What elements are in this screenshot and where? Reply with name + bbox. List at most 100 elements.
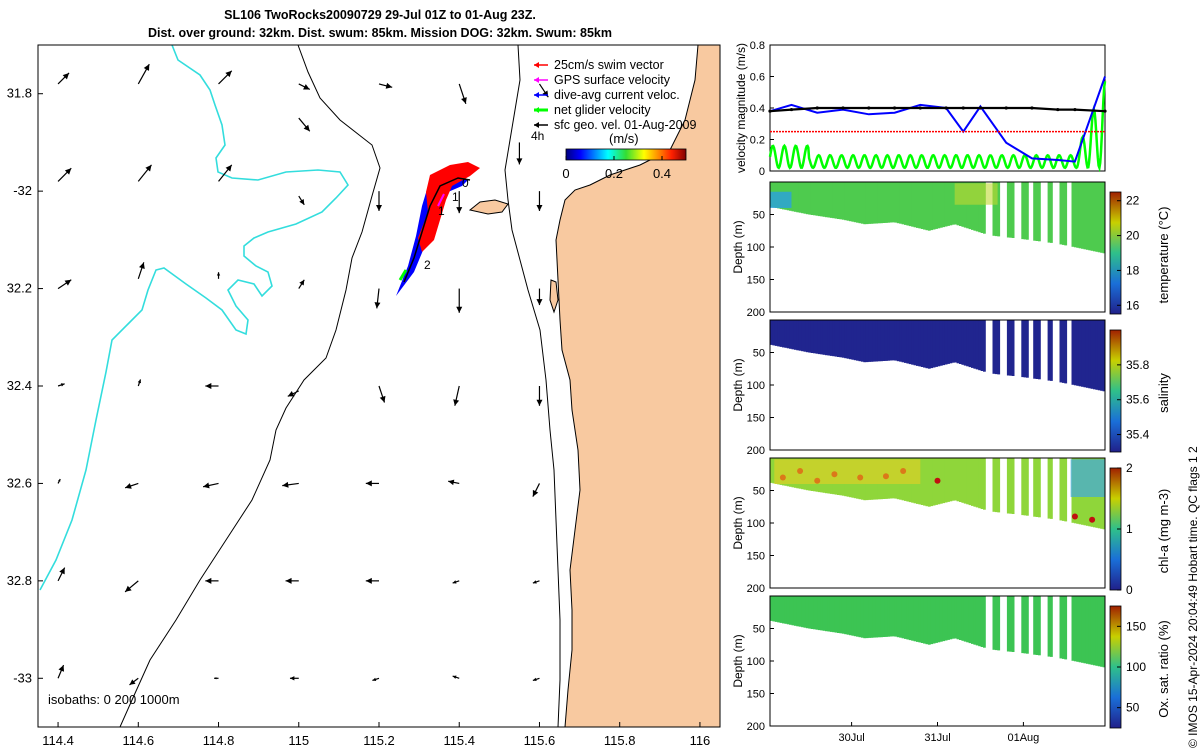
- section-cast: [820, 182, 824, 217]
- geo-vector-arrow: [532, 483, 541, 497]
- section-cast: [925, 182, 929, 231]
- section-cast: [837, 320, 840, 357]
- section-cast: [963, 320, 967, 366]
- section-cast: [983, 320, 986, 372]
- section-chla: 50 100 150 200 Depth (m) 0 1 2 chl-a (mg m-3): [731, 457, 1171, 597]
- cbar-tick-label: 100: [1126, 660, 1146, 674]
- section-cast: [966, 596, 969, 643]
- section-cast: [868, 182, 871, 224]
- sfc-geo-point: [1073, 107, 1077, 112]
- section-cast: [968, 182, 972, 230]
- section-cast: [851, 320, 855, 360]
- depth-tick-label: 200: [747, 445, 765, 457]
- legend-label: net glider velocity: [554, 103, 651, 117]
- section-cast: [1076, 320, 1080, 386]
- section-cast: [815, 320, 819, 354]
- section-cast: [935, 320, 938, 367]
- map-title-line1: SL106 TwoRocks20090729 29-Jul 01Z to 01-…: [224, 8, 536, 22]
- geo-vector-arrow: [124, 482, 139, 489]
- section-cast: [1093, 596, 1096, 666]
- section-cast: [782, 320, 785, 348]
- sfc-geo-point: [944, 106, 948, 110]
- depth-tick-label: 50: [753, 624, 765, 636]
- depth-tick-label: 50: [753, 210, 765, 222]
- geo-vector-arrow: [289, 676, 299, 681]
- section-cast: [770, 320, 773, 345]
- section-cast: [805, 596, 809, 629]
- section-ylabel: Depth (m): [731, 358, 745, 411]
- sfc-geo-point: [1004, 106, 1008, 110]
- section-cast: [956, 458, 960, 502]
- section-cast: [992, 458, 996, 512]
- geo-vector-arrow: [365, 480, 379, 487]
- section-cast: [935, 596, 938, 643]
- section-cast: [997, 596, 1001, 651]
- section-cbar-label: chl-a (mg m-3): [1156, 489, 1171, 574]
- glider-track-current: [396, 176, 468, 296]
- section-cast: [899, 596, 902, 638]
- section-cast: [856, 320, 859, 361]
- isobath-0m: [39, 45, 349, 591]
- legend-item: dive-avg current veloc.: [534, 88, 680, 102]
- section-cast: [837, 596, 840, 633]
- section-cast: [868, 320, 871, 362]
- section-cast: [786, 320, 790, 349]
- section-cast: [939, 320, 943, 366]
- cbar-tick-label: 35.4: [1126, 428, 1150, 442]
- section-cast: [923, 596, 926, 644]
- section-cast: [973, 458, 977, 507]
- section-cast: [944, 596, 948, 641]
- section-cast: [789, 320, 792, 349]
- section-cast: [901, 596, 905, 639]
- geo-vector-arrow: [456, 191, 463, 214]
- section-cast: [791, 320, 795, 350]
- section-cast: [810, 596, 814, 629]
- section-cast: [980, 458, 984, 509]
- section-cast: [887, 320, 891, 361]
- track-label-2: 2: [424, 258, 431, 272]
- track-label-1b: 1: [438, 204, 445, 218]
- section-cast: [1026, 596, 1029, 654]
- geo-vector-arrow: [205, 383, 219, 389]
- section-cast: [863, 320, 867, 363]
- geo-vector-arrow: [282, 481, 299, 488]
- chla-high-point: [1071, 513, 1078, 520]
- section-cast: [951, 596, 955, 639]
- section-cast: [844, 596, 847, 635]
- island-rottnest: [468, 199, 509, 215]
- section-cast: [959, 458, 962, 502]
- section-cast: [822, 596, 826, 631]
- section-cbar-label: salinity: [1156, 373, 1171, 413]
- velocity-y-tick-label: 0: [759, 166, 765, 178]
- section-cast: [994, 320, 998, 375]
- section-cast: [860, 320, 864, 362]
- section-cast: [877, 320, 881, 362]
- section-cast: [980, 320, 984, 371]
- section-cast: [906, 596, 910, 640]
- sfc-geo-point: [892, 106, 897, 110]
- geo-vector-arrow: [214, 677, 219, 680]
- map-x-tick-label: 115.8: [604, 733, 636, 748]
- section-cast: [997, 320, 1001, 375]
- section-cast: [1021, 596, 1025, 654]
- geo-vector-arrow: [532, 580, 540, 584]
- section-cast: [841, 182, 845, 220]
- section-cast: [801, 182, 804, 214]
- section-cast: [849, 182, 852, 222]
- section-cast: [894, 182, 898, 223]
- section-cast: [1061, 596, 1065, 659]
- section-cast: [966, 458, 969, 505]
- section-cast: [1038, 458, 1041, 518]
- geo-vector-field: [57, 63, 549, 686]
- section-cast: [911, 320, 914, 365]
- section-cast: [918, 596, 922, 643]
- section-cast: [1047, 182, 1051, 243]
- section-cast: [1011, 320, 1015, 376]
- section-cast: [942, 596, 946, 642]
- cbar-tick-label: 50: [1126, 701, 1140, 715]
- section-cast: [944, 320, 948, 365]
- section-cast: [889, 182, 893, 223]
- map-x-tick-label: 115.6: [524, 733, 556, 748]
- section-cast: [793, 596, 797, 626]
